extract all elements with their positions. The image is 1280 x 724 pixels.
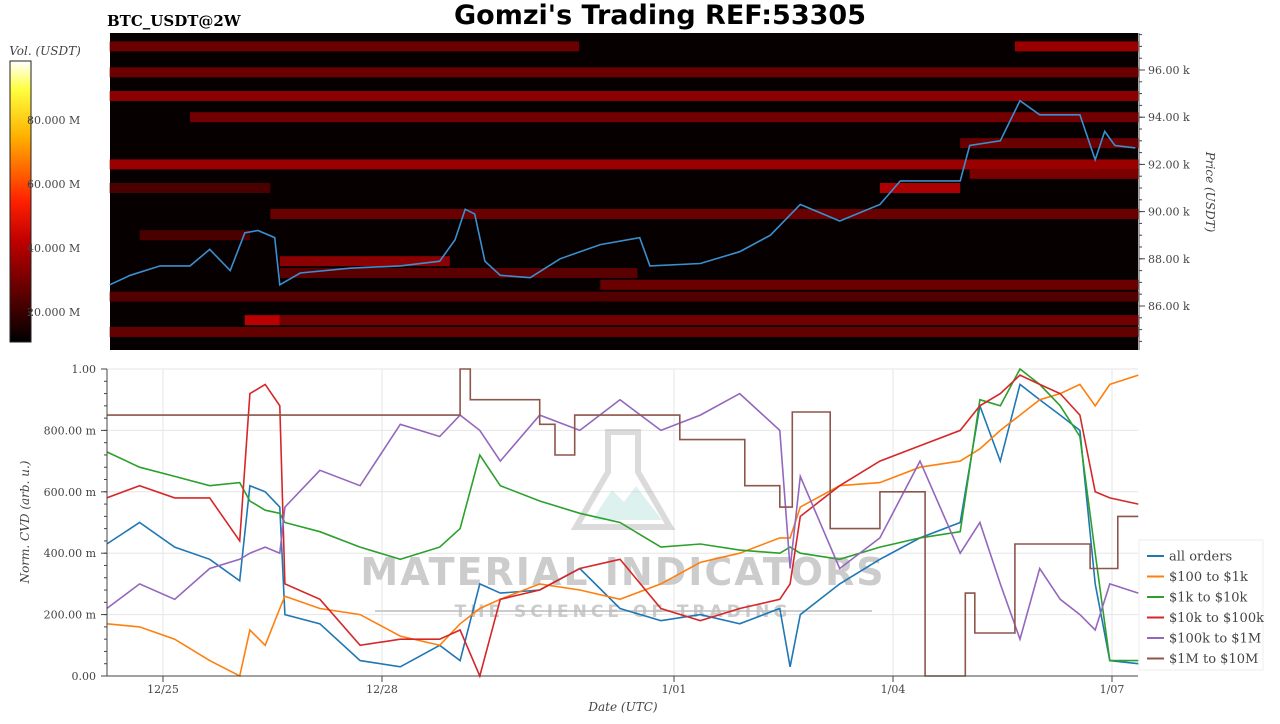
heatmap-band [279,256,450,267]
price-axis-label: Price (USDT) [1203,151,1217,233]
legend-item-label[interactable]: $1M to $10M [1169,652,1258,667]
colorbar-tick-label: 40.000 M [27,242,80,255]
heatmap-band [109,159,1139,170]
cvd-panel: MATERIAL INDICATORS THE SCIENCE OF TRADI… [18,363,1264,714]
legend-item-label[interactable]: all orders [1169,550,1232,565]
colorbar-gradient [9,60,32,343]
price-tick-label: 86.00 k [1148,300,1190,313]
flask-logo-icon [570,429,676,530]
heatmap-band [1014,41,1139,52]
series-line-0 [106,383,1139,668]
series-line-1 [106,374,1139,678]
x-axis-label: Date (UTC) [587,700,657,714]
x-tick-label: 12/25 [147,683,179,696]
heatmap-band [960,138,1139,149]
heatmap-band [190,112,1139,123]
heatmap-band [879,183,961,193]
y-tick-label: 600.00 m [44,486,97,499]
legend-item-label[interactable]: $1k to $10k [1169,591,1248,606]
heatmap-band [109,41,580,52]
legend-item-label[interactable]: $100k to $1M [1169,632,1261,647]
x-tick-label: 12/28 [366,683,398,696]
heatmap-band [139,230,250,241]
price-tick-label: 96.00 k [1148,64,1190,77]
x-tick-label: 1/04 [881,683,906,696]
y-tick-label: 1.00 [72,363,97,376]
heatmap-band [244,315,280,326]
y-tick-label: 200.00 m [44,609,97,622]
cvd-y-axis-label: Norm. CVD (arb. u.) [18,460,32,584]
heatmap-band [109,90,1139,101]
watermark-tagline: THE SCIENCE OF TRADING [455,602,792,622]
heatmap-band [109,183,271,193]
y-tick-label: 400.00 m [44,547,97,560]
colorbar: Vol. (USDT) 20.000 M 40.000 M 60.000 M 80.0… [9,44,81,343]
x-tick-label: 1/01 [662,683,687,696]
colorbar-label: Vol. (USDT) [9,44,81,58]
heatmap-band [270,208,1139,219]
colorbar-tick-label: 80.000 M [27,114,80,127]
watermark: MATERIAL INDICATORS THE SCIENCE OF TRADI… [360,429,885,622]
price-line [109,99,1136,287]
series-line-5 [106,368,1139,677]
legend-item-label[interactable]: $100 to $1k [1169,570,1248,585]
colorbar-tick-label: 60.000 M [27,178,80,191]
heatmap-band [109,67,1139,78]
price-tick-label: 90.00 k [1148,206,1190,219]
heatmap-band [109,291,1139,302]
x-tick-label: 1/07 [1100,683,1125,696]
heatmap-panel: 86.00 k 88.00 k 90.00 k 92.00 k 94.00 k 96.00… [109,33,1217,350]
series-line-3 [106,374,1139,679]
y-tick-label: 0.00 [72,670,97,683]
price-tick-label: 88.00 k [1148,253,1190,266]
series-line-2 [106,367,1139,662]
y-tick-label: 800.00 m [44,424,97,437]
heatmap-band [109,326,1139,337]
price-tick-label: 92.00 k [1148,158,1190,171]
heatmap-band [600,279,1139,290]
watermark-brand: MATERIAL INDICATORS [360,550,885,594]
heatmap-band [279,267,638,278]
legend: all orders $100 to $1k $1k to $10k $10k to … [1138,539,1264,671]
legend-item-label[interactable]: $10k to $100k [1169,611,1264,626]
colorbar-tick-label: 20.000 M [27,306,80,319]
heatmap-title: BTC_USDT@2W [107,12,242,30]
legend-box [1138,539,1264,671]
heatmap-band [279,315,1139,326]
heatmap-band [969,168,1139,179]
chart-title: Gomzi's Trading REF:53305 [454,0,866,31]
price-tick-label: 94.00 k [1148,111,1190,124]
